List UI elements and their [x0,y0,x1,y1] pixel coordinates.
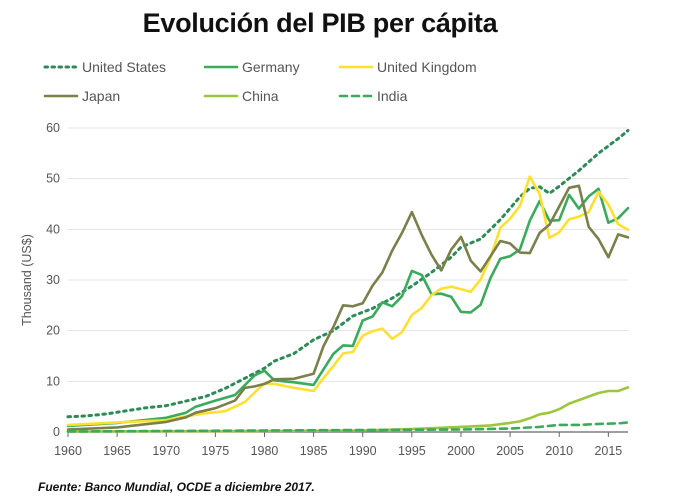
x-axis: 1960 1965 1970 1975 1980 1985 1990 1995 2000 2005… [54,432,622,458]
x-tick-label: 2010 [545,444,573,458]
chart-title: Evolución del PIB per cápita [142,8,498,38]
x-tick-label: 1965 [103,444,131,458]
series-line-germany [66,187,630,428]
series-line-united-kingdom [66,175,630,427]
grid [68,127,628,433]
y-tick-label: 60 [46,121,60,135]
series-group [66,129,630,433]
x-tick-label: 1995 [398,444,426,458]
legend-label-united-states: United States [82,59,166,75]
series-line-united-states [66,129,630,419]
legend-label-india: India [377,88,408,104]
series-line-india [66,421,630,433]
series-line-china [66,386,630,433]
y-tick-label: 50 [46,172,60,186]
y-tick-label: 0 [53,425,60,439]
x-tick-label: 1975 [201,444,229,458]
source-note: Fuente: Banco Mundial, OCDE a diciembre … [38,480,315,494]
y-tick-label: 30 [46,273,60,287]
y-tick-label: 20 [46,324,60,338]
x-tick-label: 2000 [447,444,475,458]
x-tick-label: 1990 [349,444,377,458]
x-tick-label: 1980 [251,444,279,458]
legend-label-china: China [242,88,279,104]
legend-label-japan: Japan [82,88,120,104]
legend-label-germany: Germany [242,59,300,75]
x-tick-label: 1960 [54,444,82,458]
x-tick-label: 2015 [594,444,622,458]
x-tick-label: 1985 [300,444,328,458]
x-tick-label: 2005 [496,444,524,458]
legend: United States Germany United Kingdom Japan C… [43,59,477,104]
y-axis-label: Thousand (US$) [20,234,34,326]
legend-label-united-kingdom: United Kingdom [377,59,477,75]
series-line-japan [66,184,630,431]
y-axis: 0 10 20 30 40 50 60 [46,121,60,439]
x-tick-label: 1970 [152,444,180,458]
y-tick-label: 10 [46,374,60,388]
y-tick-label: 40 [46,222,60,236]
